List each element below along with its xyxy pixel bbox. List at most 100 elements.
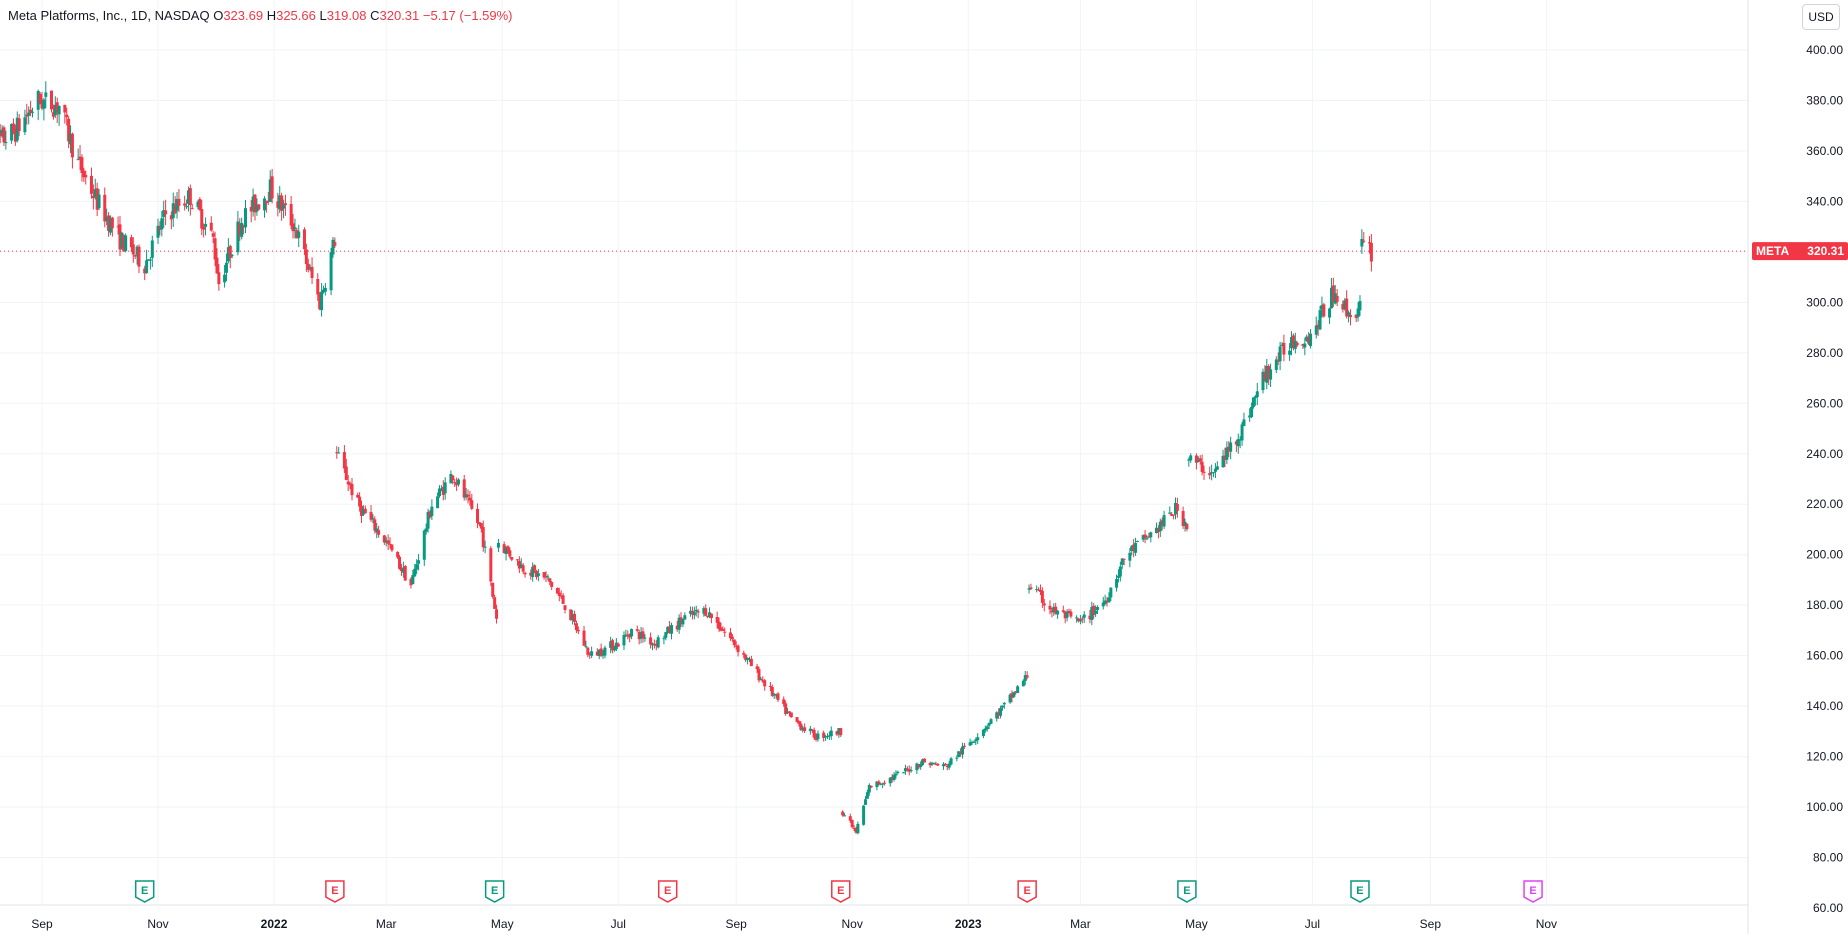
candle-body	[803, 727, 807, 732]
earnings-marker-icon[interactable]: E	[134, 880, 155, 903]
candle-body	[169, 215, 173, 220]
candle-body	[443, 482, 447, 494]
candle-body	[612, 648, 616, 651]
candle-body	[1255, 391, 1259, 398]
candle-body	[694, 609, 698, 612]
candle-body	[470, 500, 474, 509]
candle-body	[774, 693, 778, 695]
candle-body	[624, 634, 628, 637]
candle-body	[1261, 371, 1265, 391]
candle-body	[42, 99, 46, 109]
candle-body	[424, 528, 428, 532]
x-axis-tick-label: Mar	[1070, 917, 1091, 931]
candle-body	[282, 205, 286, 209]
candle-body	[584, 646, 588, 648]
candle-body	[137, 246, 141, 267]
candle-body	[251, 196, 255, 210]
candle-body	[411, 575, 415, 585]
candle-body	[217, 272, 221, 285]
currency-button[interactable]: USD	[1802, 4, 1840, 30]
candle-body	[363, 508, 367, 514]
earnings-marker-icon[interactable]: E	[325, 880, 345, 903]
candle-body	[489, 548, 493, 582]
candle-body	[1078, 619, 1082, 622]
candle-body	[295, 230, 299, 239]
candle-body	[316, 279, 320, 295]
candle-body	[1345, 298, 1349, 317]
candle-body	[922, 758, 926, 763]
candle-body	[1002, 702, 1006, 705]
y-axis-tick-label: 140.00	[1806, 699, 1843, 713]
candle-body	[949, 758, 953, 765]
candle-body	[361, 509, 365, 515]
earnings-marker-icon[interactable]: E	[831, 880, 851, 903]
candle-body	[590, 651, 594, 656]
candle-body	[249, 206, 253, 212]
candle-body	[263, 198, 267, 211]
candle-body	[736, 645, 740, 653]
candle-body	[320, 291, 324, 311]
candle-body	[156, 225, 160, 238]
candle-body	[1225, 447, 1229, 460]
x-axis-tick-label: Nov	[147, 917, 168, 931]
candle-body	[1162, 515, 1166, 527]
candle-body	[656, 637, 660, 648]
candle-body	[981, 729, 985, 737]
candle-body	[133, 255, 137, 257]
candle-body	[382, 535, 386, 543]
candle-body	[1301, 343, 1305, 346]
candle-body	[335, 452, 339, 454]
candle-body	[238, 223, 242, 235]
earnings-marker-icon[interactable]: E	[657, 880, 678, 903]
candle-body	[183, 203, 187, 206]
candle-body	[867, 785, 871, 793]
candle-body	[40, 99, 44, 109]
candle-body	[388, 543, 392, 545]
candle-body	[53, 104, 57, 116]
candle-body	[1343, 300, 1347, 310]
candle-body	[491, 582, 495, 597]
candle-body	[186, 190, 190, 204]
earnings-marker-icon[interactable]: E	[1017, 880, 1037, 903]
y-axis-tick-label: 200.00	[1806, 548, 1843, 562]
candle-body	[1115, 579, 1119, 588]
candle-body	[129, 237, 133, 248]
earnings-marker-icon[interactable]: E	[484, 880, 505, 903]
candle-body	[561, 595, 565, 604]
candle-body	[384, 540, 388, 543]
earnings-marker-icon[interactable]: E	[1350, 880, 1370, 903]
candle-body	[1029, 587, 1033, 589]
candle-body	[1109, 587, 1113, 598]
candle-body	[131, 244, 135, 255]
candle-body	[643, 637, 647, 639]
earnings-marker-icon[interactable]: E	[1177, 880, 1197, 903]
candle-body	[1221, 455, 1225, 468]
candle-body	[91, 195, 95, 199]
candle-body	[1160, 520, 1164, 525]
candle-body	[542, 572, 546, 578]
candle-body	[1367, 242, 1371, 244]
symbol-title[interactable]: Meta Platforms, Inc., 1D, NASDAQ	[8, 8, 210, 23]
candle-body	[428, 511, 432, 518]
candle-body	[417, 560, 421, 564]
candle-body	[917, 764, 921, 768]
candle-body	[342, 452, 346, 469]
candle-body	[839, 728, 843, 736]
candle-body	[1185, 523, 1189, 530]
candle-body	[63, 104, 67, 113]
candle-body	[1141, 535, 1145, 540]
candle-body	[1105, 600, 1109, 602]
candle-body	[692, 612, 696, 616]
candle-body	[209, 222, 213, 231]
candle-body	[517, 560, 521, 569]
candle-body	[11, 123, 15, 132]
x-axis-tick-label: Nov	[1536, 917, 1557, 931]
earnings-marker-icon[interactable]: E	[1523, 880, 1543, 903]
y-axis-tick-label: 300.00	[1806, 295, 1843, 309]
candle-body	[1067, 610, 1071, 613]
candle-body	[576, 630, 580, 632]
y-axis-tick-label: 220.00	[1806, 497, 1843, 511]
candle-body	[1143, 534, 1147, 538]
